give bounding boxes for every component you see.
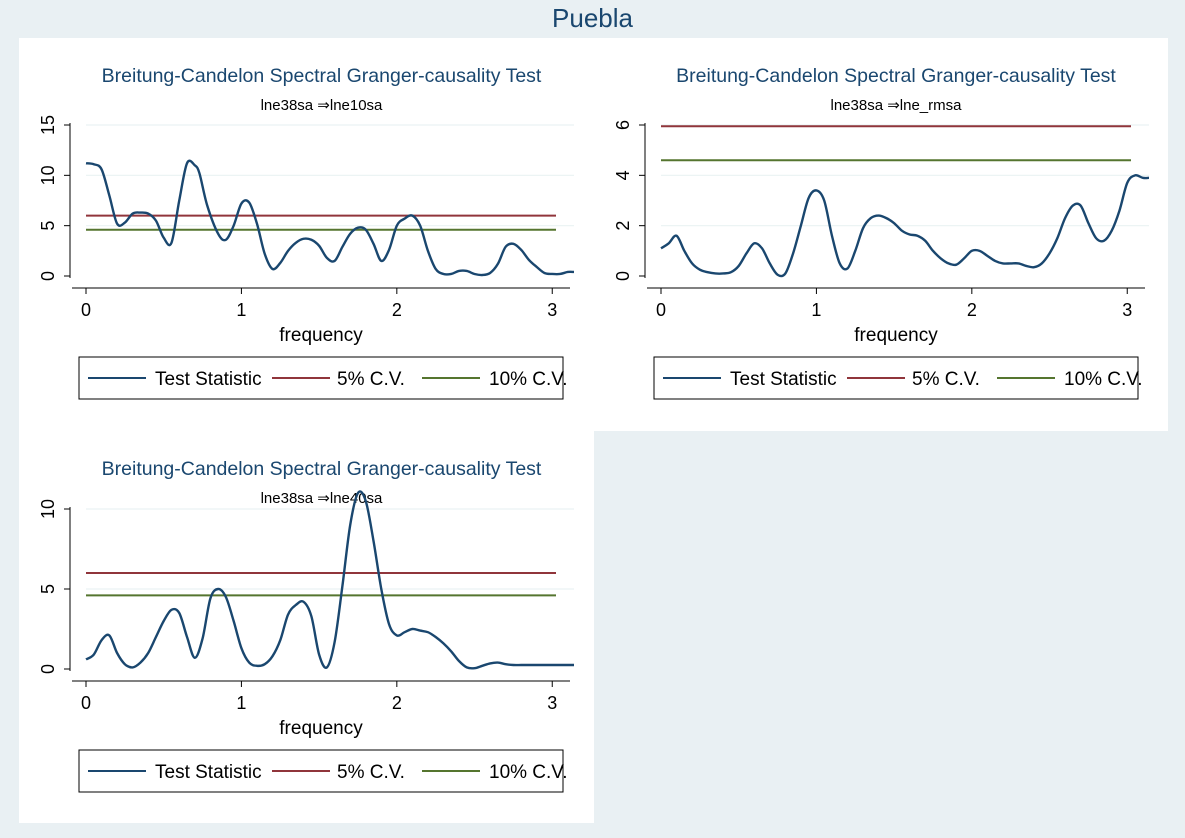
x-tick-label: 2 (392, 693, 402, 713)
chart-title: Breitung-Candelon Spectral Granger-causa… (102, 65, 542, 87)
x-tick-label: 3 (547, 300, 557, 320)
y-tick-label: 0 (38, 664, 58, 674)
legend: Test Statistic 5% C.V. 10% C.V. (78, 356, 568, 400)
legend: Test Statistic 5% C.V. 10% C.V. (653, 356, 1143, 400)
x-tick-label: 2 (392, 300, 402, 320)
legend-item-test-statistic-label: Test Statistic (730, 369, 837, 390)
figure-title: Puebla (552, 3, 633, 33)
x-tick-label: 3 (547, 693, 557, 713)
chart-svg: Breitung-Candelon Spectral Granger-causa… (38, 65, 575, 400)
chart-title: Breitung-Candelon Spectral Granger-causa… (676, 65, 1116, 87)
legend-item-10pct-cv-label: 10% C.V. (1064, 369, 1143, 390)
x-tick-label: 1 (811, 300, 821, 320)
y-tick-label: 4 (613, 170, 633, 180)
chart-title: Breitung-Candelon Spectral Granger-causa… (102, 458, 542, 480)
x-axis-label: frequency (279, 718, 363, 739)
test-statistic-line (660, 173, 1150, 278)
x-axis-label: frequency (854, 325, 938, 346)
chart-panel-1: Breitung-Candelon Spectral Granger-causa… (19, 38, 594, 431)
y-tick-label: 5 (38, 584, 58, 594)
chart-panel-3: Breitung-Candelon Spectral Granger-causa… (19, 431, 594, 823)
chart-svg: Breitung-Candelon Spectral Granger-causa… (613, 65, 1150, 400)
legend-item-test-statistic-label: Test Statistic (155, 762, 262, 783)
y-tick-label: 5 (38, 221, 58, 231)
y-tick-label: 6 (613, 120, 633, 130)
legend-item-10pct-cv-label: 10% C.V. (489, 762, 568, 783)
chart-subtitle: lne38sa ⇒lne_rmsa (831, 97, 963, 114)
legend-item-5pct-cv-label: 5% C.V. (337, 762, 405, 783)
y-tick-label: 0 (38, 271, 58, 281)
x-tick-label: 3 (1122, 300, 1132, 320)
x-tick-label: 0 (81, 300, 91, 320)
legend-item-10pct-cv-label: 10% C.V. (489, 369, 568, 390)
legend-item-5pct-cv-label: 5% C.V. (337, 369, 405, 390)
legend: Test Statistic 5% C.V. 10% C.V. (78, 749, 568, 793)
legend-item-test-statistic-label: Test Statistic (155, 369, 262, 390)
x-tick-label: 1 (236, 693, 246, 713)
y-tick-label: 10 (38, 165, 58, 185)
y-tick-label: 10 (38, 499, 58, 519)
y-tick-label: 0 (613, 271, 633, 281)
legend-item-5pct-cv-label: 5% C.V. (912, 369, 980, 390)
x-tick-label: 1 (236, 300, 246, 320)
x-tick-label: 0 (656, 300, 666, 320)
y-tick-label: 15 (38, 115, 58, 135)
x-axis-label: frequency (279, 325, 363, 346)
x-tick-label: 0 (81, 693, 91, 713)
test-statistic-line (85, 159, 575, 277)
chart-panel-2: Breitung-Candelon Spectral Granger-causa… (594, 38, 1168, 431)
chart-subtitle: lne38sa ⇒lne10sa (261, 97, 383, 114)
chart-subtitle: lne38sa ⇒lne40sa (261, 490, 383, 507)
test-statistic-line (85, 490, 574, 670)
chart-svg: Breitung-Candelon Spectral Granger-causa… (38, 458, 574, 793)
x-tick-label: 2 (967, 300, 977, 320)
y-tick-label: 2 (613, 221, 633, 231)
